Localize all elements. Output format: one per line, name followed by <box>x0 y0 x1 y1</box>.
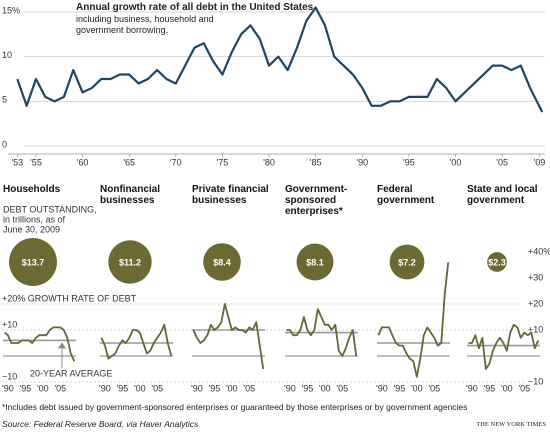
y-tick-label: 5 <box>2 95 7 105</box>
y-tick-label: +40% <box>528 246 550 256</box>
chart-subtitle: including business, household and govern… <box>76 14 214 35</box>
bubble-label: $7.2 <box>398 257 416 267</box>
x-tick-label: '90 <box>466 383 478 393</box>
bubble-label: $2.3 <box>488 257 506 267</box>
x-tick-label: '00 <box>319 383 331 393</box>
bubble <box>389 244 425 280</box>
bubble-label: $11.2 <box>119 257 141 267</box>
x-tick-label: '05 <box>496 157 508 167</box>
x-tick-label: '90 <box>191 383 203 393</box>
left-tick-label: −10 <box>2 371 17 381</box>
y-tick-label: +20 <box>528 298 543 308</box>
x-tick-label: '00 <box>37 383 49 393</box>
y-tick-label: +30 <box>528 272 543 282</box>
debt-note: DEBT OUTSTANDING, <box>3 204 97 214</box>
x-tick-label: '80 <box>263 157 275 167</box>
x-tick-label: '09 <box>534 157 546 167</box>
x-tick-label: '90 <box>99 383 111 393</box>
chart-title: Annual growth rate of all debt in the Un… <box>76 2 314 13</box>
y-tick-label: 0 <box>2 139 7 149</box>
data-line <box>100 323 173 360</box>
legend-label: Nonfinancial businesses <box>100 184 161 206</box>
x-tick-label: '90 <box>2 383 14 393</box>
x-tick-label: '75 <box>217 157 229 167</box>
x-tick-label: '05 <box>518 383 530 393</box>
x-tick-label: '05 <box>428 383 440 393</box>
data-line <box>3 326 76 362</box>
debt-note: June 30, 2009 <box>3 224 60 234</box>
x-tick-label: '95 <box>116 383 128 393</box>
bubble <box>108 240 152 284</box>
y-tick-label: +10 <box>528 324 543 334</box>
x-tick-label: '00 <box>226 383 238 393</box>
x-tick-label: '00 <box>134 383 146 393</box>
x-tick-label: '00 <box>411 383 423 393</box>
x-tick-label: '00 <box>501 383 513 393</box>
bubble <box>203 243 241 281</box>
average-label: 20-YEAR AVERAGE <box>30 368 112 378</box>
x-tick-label: '85 <box>310 157 322 167</box>
x-tick-label: '05 <box>54 383 66 393</box>
y-tick-label: 15% <box>2 5 20 15</box>
x-tick-label: '95 <box>393 383 405 393</box>
footnote: *Includes debt issued by government-spon… <box>2 402 468 412</box>
x-tick-label: '90 <box>284 383 296 393</box>
source: Source: Federal Reserve Board, via Haver… <box>2 419 199 429</box>
legend-label: Private financial businesses <box>192 184 269 206</box>
x-tick-label: '90 <box>376 383 388 393</box>
x-tick-label: '70 <box>170 157 182 167</box>
x-tick-label: '53 <box>11 157 23 167</box>
x-tick-label: '05 <box>336 383 348 393</box>
data-line <box>16 6 544 113</box>
bubble-label: $13.7 <box>22 257 45 267</box>
x-tick-label: '05 <box>243 383 255 393</box>
debt-note: in trillions, as of <box>3 214 66 224</box>
x-tick-label: '90 <box>356 157 368 167</box>
legend-label: Government-sponsored enterprises* <box>285 184 348 217</box>
y-tick-label: −10 <box>528 376 543 386</box>
left-tick-label: +20% GROWTH RATE OF DEBT <box>2 293 137 303</box>
x-tick-label: '95 <box>19 383 31 393</box>
y-tick-label: 10 <box>2 50 12 60</box>
x-tick-label: '95 <box>208 383 220 393</box>
data-line <box>468 323 540 370</box>
legend-label: Federal government <box>377 184 435 206</box>
x-tick-label: '00 <box>450 157 462 167</box>
legend-label: State and local government <box>467 184 538 206</box>
bubble-label: $8.1 <box>306 257 324 267</box>
data-line <box>377 262 450 378</box>
legend-label: Households <box>3 184 61 195</box>
credit: THE NEW YORK TIMES <box>476 421 546 428</box>
bubble <box>487 252 507 272</box>
data-line <box>192 303 265 370</box>
x-tick-label: '55 <box>30 157 42 167</box>
x-tick-label: '95 <box>403 157 415 167</box>
left-tick-label: +10 <box>2 319 17 329</box>
bubble <box>296 243 334 281</box>
bubble-label: $8.4 <box>213 257 231 267</box>
arrow-head <box>58 342 66 349</box>
x-tick-label: '05 <box>151 383 163 393</box>
x-tick-label: '60 <box>77 157 89 167</box>
x-tick-label: '65 <box>123 157 135 167</box>
x-tick-label: '95 <box>301 383 313 393</box>
data-line <box>286 308 358 357</box>
x-tick-label: '95 <box>483 383 495 393</box>
bubble <box>9 238 57 286</box>
